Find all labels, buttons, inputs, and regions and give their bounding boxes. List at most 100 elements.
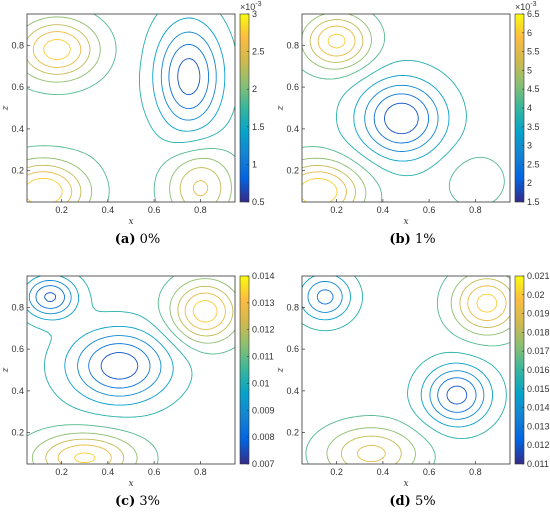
x-tick-label: 0.8 [194,467,207,477]
contour-level [35,285,151,389]
colorbar-tick-label: 1 [252,159,257,169]
colorbar-tick-label: 0.019 [527,309,550,319]
x-tick-label: 0.6 [148,205,161,215]
contour-level [27,14,235,202]
contour-level [326,276,510,464]
colorbar-tick-label: 3 [527,141,532,151]
contour-svg: 0.2 0.4 0.6 0.8 0.2 0.4 0.6 0.8 x z 1.5 2 2.5 3 3.5 4 4.… [276,1,540,227]
contour-level [152,17,226,132]
y-tick-label: 0.2 [286,166,299,176]
contour-level [384,102,419,135]
colorbar-tick-label: 0.017 [527,346,550,356]
colorbar-tick-label: 2 [252,84,257,94]
colorbar-tick-label: 0.007 [252,459,275,469]
colorbar-tick-label: 5.5 [527,47,540,57]
contour-level [28,279,162,397]
colorbar [239,275,250,465]
colorbar-tick-label: 5 [527,65,532,75]
panel-caption-label: (a) [114,232,136,247]
colorbar-tick-label: 0.016 [527,365,550,375]
colorbar-tick-label: 1.5 [252,122,265,132]
colorbar-tick-label: 4.5 [527,84,540,94]
contour-panel-c: 0.2 0.4 0.6 0.8 0.2 0.4 0.6 0.8 x z 0.007 0.008 0.00… [0,262,275,521]
colorbar-tick-label: 2.5 [252,47,265,57]
y-tick-label: 0.6 [286,82,299,92]
colorbar-tick-label: 6.5 [527,9,540,19]
x-tick-label: 0.4 [377,467,390,477]
y-tick-label: 0.4 [11,386,24,396]
contour-lines [302,276,510,464]
contour-level [302,25,356,202]
y-axis-label: z [276,367,286,373]
x-tick-label: 0.8 [469,467,482,477]
contour-level [27,276,174,406]
y-tick-label: 0.6 [286,344,299,354]
y-tick-label: 0.8 [286,40,299,50]
contour-level [305,276,510,464]
contour-level [446,385,468,405]
colorbar-tick-label: 2.5 [527,159,540,169]
contour-panel-b: 0.2 0.4 0.6 0.8 0.2 0.4 0.6 0.8 x z 1.5 2 2.5 3 3.5 4 4.… [275,0,550,260]
colorbar-tick-label: 0.014 [252,271,275,281]
panel-caption: (c) 3% [0,494,275,509]
panel-caption: (d) 5% [275,494,550,509]
colorbar-tick-label: 0.013 [252,298,275,308]
y-tick-label: 0.2 [286,428,299,438]
colorbar-tick-label: 0.008 [252,432,275,442]
plot-frame [26,275,236,465]
contour-panel-a: 0.2 0.4 0.6 0.8 0.2 0.4 0.6 0.8 x z 0.5 1 1.5 2 2.5 3 ×1… [0,0,275,260]
colorbar-exponent: ×10-3 [240,1,262,12]
contour-level [74,300,218,463]
panel-caption-label: (d) [389,494,411,509]
contour-level [57,292,226,464]
contour-level [302,14,372,202]
x-tick-label: 0.6 [148,467,161,477]
colorbar-exponent: ×10-3 [515,1,537,12]
x-tick-label: 0.4 [102,205,115,215]
colorbar-tick-label: 0.012 [527,440,550,450]
x-tick-label: 0.2 [55,205,68,215]
x-tick-label: 0.8 [194,205,207,215]
plot-frame [301,13,511,203]
x-axis-label: x [128,217,133,227]
contour-level [356,285,507,463]
y-tick-label: 0.4 [286,386,299,396]
colorbar-tick-label: 2 [527,178,532,188]
panel-caption: (a) 0% [0,232,275,247]
colorbar-tick-label: 1.5 [527,197,540,207]
x-tick-label: 0.8 [469,205,482,215]
plot-frame [26,13,236,203]
contour-level [307,280,485,420]
contour-level [27,276,193,418]
colorbar-tick-label: 0.013 [527,421,550,431]
x-tick-label: 0.6 [423,205,436,215]
contour-level [168,43,210,110]
contour-level [364,84,439,152]
colorbar-tick-label: 6 [527,28,532,38]
contour-level [340,278,510,464]
contour-svg: 0.2 0.4 0.6 0.8 0.2 0.4 0.6 0.8 x z 0.5 1 1.5 2 2.5 3×1… [1,1,265,227]
y-tick-label: 0.2 [11,166,24,176]
colorbar-tick-label: 0.012 [252,325,275,335]
contour-level [302,276,494,428]
x-axis-label: x [403,479,408,489]
contour-svg: 0.2 0.4 0.6 0.8 0.2 0.4 0.6 0.8 x z 0.011 0.012 0.01… [276,271,550,489]
x-tick-label: 0.2 [330,205,343,215]
y-tick-label: 0.2 [11,428,24,438]
contour-level [373,93,430,144]
colorbar-tick-label: 0.014 [527,403,550,413]
panel-caption: (b) 1% [275,232,550,247]
contour-level [302,276,507,440]
colorbar-tick-label: 0.01 [252,378,270,388]
y-tick-label: 0.6 [11,82,24,92]
contour-level [139,14,235,144]
panel-caption-label: (c) [115,494,136,509]
contour-level [27,39,71,202]
y-tick-label: 0.8 [11,302,24,312]
colorbar-tick-label: 3 [252,9,257,19]
contour-lines [302,14,505,202]
contour-level [160,31,217,121]
x-tick-label: 0.4 [102,467,115,477]
plot-frame [301,275,511,465]
colorbar [239,13,250,203]
